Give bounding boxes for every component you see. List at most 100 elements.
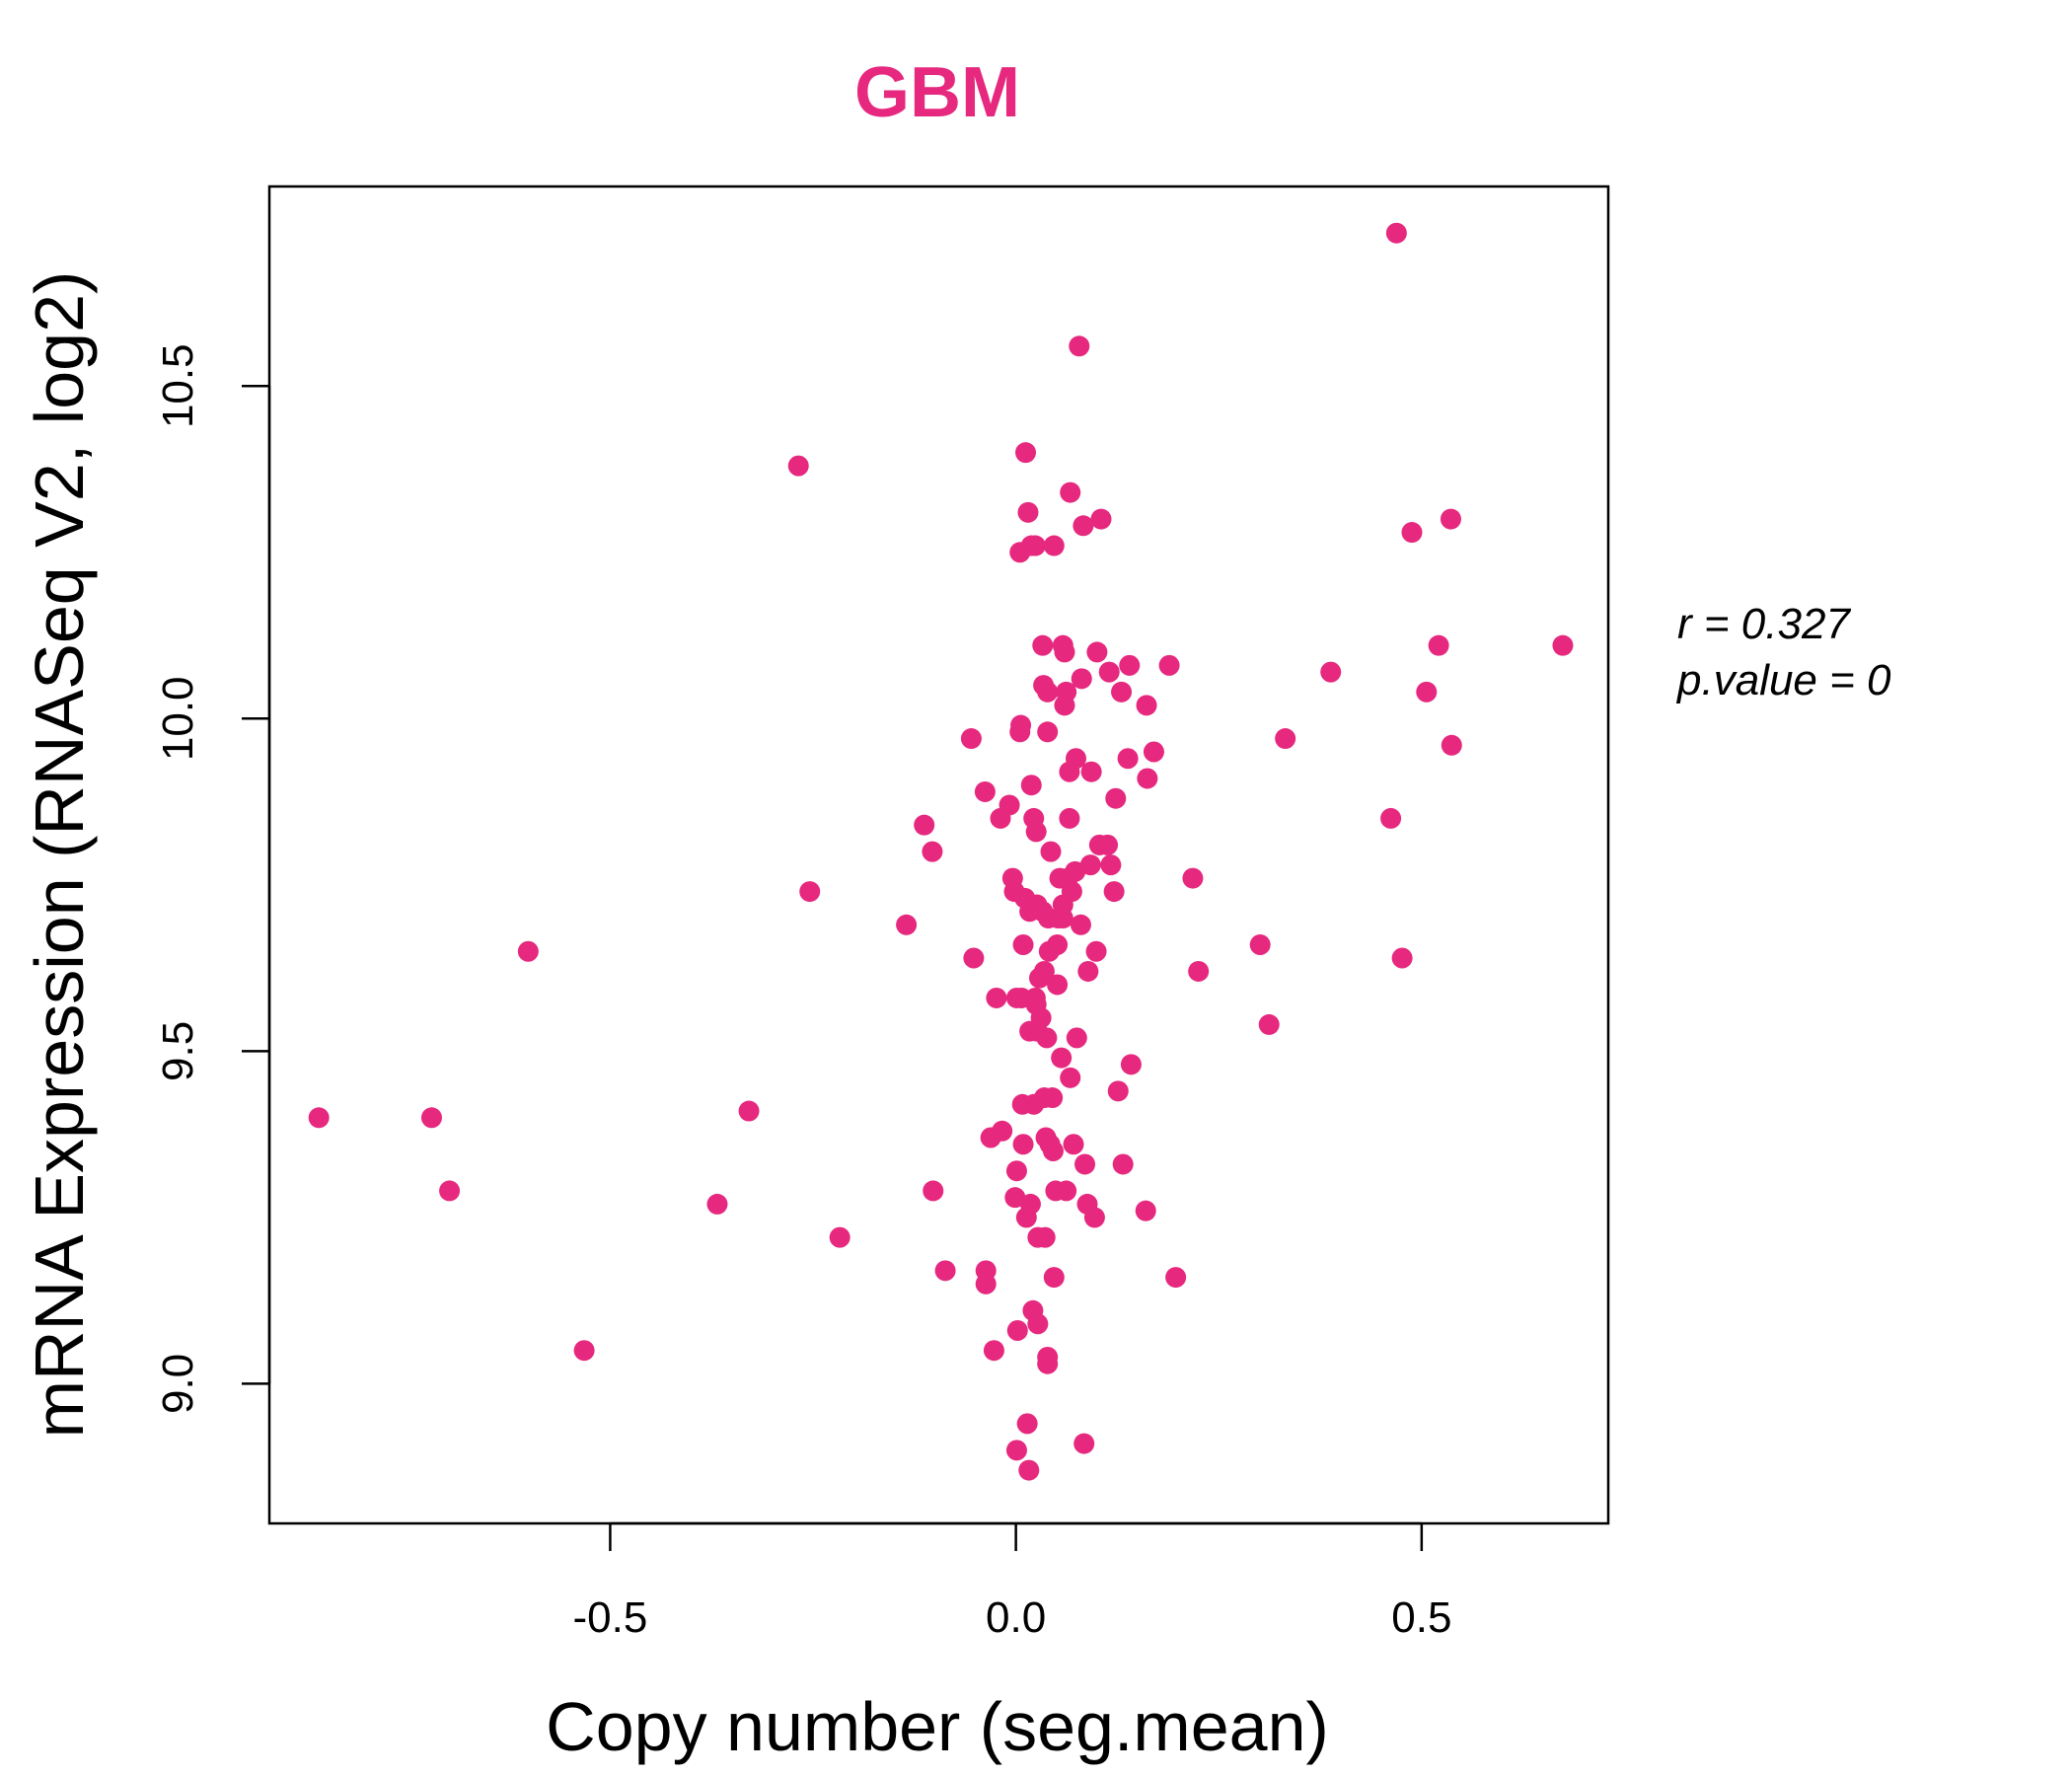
data-point [1182,867,1204,889]
data-point [1320,661,1342,683]
data-point [1059,807,1080,829]
data-point [1111,681,1133,703]
data-point [1006,1320,1028,1342]
data-point [1012,934,1034,956]
data-point [1070,914,1091,935]
data-point [1249,934,1271,956]
data-point [1040,841,1062,862]
x-axis: -0.5 0.0 0.5 [573,1521,1451,1642]
data-point [1428,634,1449,656]
data-point [1112,1153,1134,1175]
data-point [1416,681,1438,703]
data-point [308,1107,330,1129]
data-point [1034,1226,1056,1248]
data-point [1019,1193,1041,1215]
data-point [1037,1353,1059,1374]
data-point [983,1340,1004,1362]
data-point [1060,1067,1081,1088]
x-tick-label: 0.5 [1391,1593,1451,1642]
data-point [573,1340,595,1362]
data-point [1086,641,1108,663]
y-tick-label: 9.0 [154,1354,202,1414]
data-point [992,1120,1013,1142]
data-point [439,1180,461,1202]
data-point [1098,661,1120,683]
data-point [1025,821,1047,843]
data-point [1012,1134,1034,1155]
data-point [1051,1047,1073,1069]
data-point [1143,741,1164,763]
data-point [1441,734,1462,756]
y-tick-label: 10.0 [154,676,202,761]
data-point [1018,1459,1040,1481]
data-point [1065,748,1086,770]
data-point [1085,940,1107,962]
data-point [1043,535,1065,556]
data-point [1037,681,1059,703]
x-axis-label: Copy number (seg.mean) [546,1688,1329,1765]
data-point [1073,515,1094,537]
data-point [1097,834,1119,855]
data-point [1037,721,1059,743]
correlation-label: r = 0.327 [1677,600,1851,648]
data-point [1391,947,1413,969]
data-point [1005,1440,1027,1461]
y-axis-label: mRNA Expression (RNASeq V2, log2) [21,271,98,1439]
data-point [1042,1140,1064,1161]
data-point [1017,501,1039,523]
data-point [1016,1413,1038,1435]
data-point [1061,881,1082,903]
data-point [1056,1180,1077,1202]
data-point [1036,1027,1058,1049]
data-point [1137,768,1158,789]
data-points [308,222,1574,1481]
data-point [1047,934,1069,956]
data-point [960,728,982,750]
data-point [1080,761,1102,782]
y-tick-label: 10.5 [154,343,202,428]
data-point [923,1180,944,1202]
data-point [1047,974,1069,996]
data-point [1117,748,1139,770]
data-point [787,455,809,477]
data-point [1043,1267,1065,1289]
data-point [1165,1267,1187,1289]
data-point [1552,634,1574,656]
x-tick-label: -0.5 [573,1593,648,1642]
data-point [1107,1080,1129,1102]
data-point [517,940,539,962]
data-point [934,1260,956,1282]
data-point [1033,960,1055,982]
data-point [1073,1433,1095,1454]
data-point [1090,508,1112,530]
x-tick-label: 0.0 [986,1593,1046,1642]
data-point [1120,1054,1142,1075]
data-point [799,881,821,903]
data-point [1042,1087,1064,1109]
data-point [1385,222,1407,244]
data-point [1032,634,1054,656]
data-point [1258,1013,1280,1035]
data-point [1136,695,1157,716]
data-point [1380,807,1402,829]
data-point [914,814,935,836]
data-point [922,841,943,862]
data-point [1071,668,1092,690]
p-value-label: p.value = 0 [1675,656,1891,704]
data-point [1027,1313,1049,1335]
data-point [1005,1160,1027,1182]
data-point [1077,960,1099,982]
data-point [975,1273,997,1295]
data-point [1440,508,1461,530]
data-point [1188,960,1210,982]
data-point [1401,522,1423,544]
data-point [1063,1134,1084,1155]
data-point [1135,1200,1156,1221]
data-point [1119,654,1141,676]
chart-title: GBM [854,53,1020,132]
data-point [1069,335,1090,357]
data-point [706,1193,728,1215]
data-point [1056,681,1077,703]
data-point [1060,481,1081,503]
